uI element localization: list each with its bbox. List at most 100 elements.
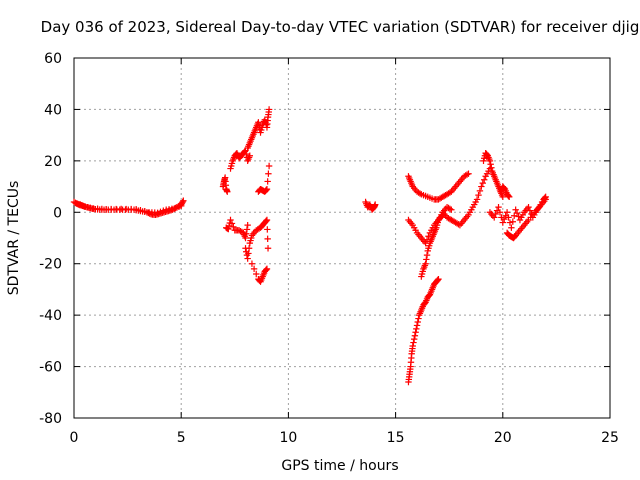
data-point — [492, 210, 499, 218]
data-point — [224, 188, 231, 195]
data-point — [246, 152, 254, 159]
data-point — [448, 206, 455, 213]
series-seg-8-mid — [255, 162, 273, 195]
x-axis-title: GPS time / hours — [281, 458, 398, 474]
x-tick-label: 10 — [279, 430, 297, 446]
series-seg-19-peak — [480, 149, 506, 201]
series-seg-8-low — [248, 260, 271, 285]
y-tick-label: -40 — [39, 308, 62, 324]
data-point — [265, 106, 273, 113]
data-point — [528, 210, 535, 218]
series-seg-14 — [362, 198, 379, 213]
data-point — [505, 192, 512, 200]
y-tick-label: 0 — [53, 205, 62, 221]
data-point — [77, 201, 84, 208]
data-point — [244, 255, 251, 262]
chart-title: Day 036 of 2023, Sidereal Day-to-day VTE… — [41, 18, 640, 36]
data-point — [243, 226, 251, 233]
data-point — [423, 256, 430, 263]
data-point — [446, 205, 454, 213]
data-point — [422, 260, 429, 267]
series-early-flat-2 — [72, 200, 185, 216]
series-seg-16-arc — [405, 170, 472, 203]
y-tick-label: 40 — [44, 102, 62, 118]
data-point — [132, 206, 140, 213]
data-point — [481, 176, 488, 183]
y-tick-label: 60 — [44, 51, 62, 67]
data-point — [423, 251, 431, 259]
axis-ticks — [73, 57, 611, 419]
data-point — [415, 315, 422, 322]
data-point — [495, 203, 502, 211]
data-point — [141, 208, 148, 215]
data-point — [263, 216, 271, 224]
data-point — [423, 236, 431, 243]
data-point — [244, 221, 251, 229]
data-point — [263, 185, 271, 193]
data-point — [225, 225, 232, 233]
data-point — [263, 266, 270, 273]
data-point — [512, 206, 519, 213]
y-axis-title: SDTVAR / TECUs — [6, 181, 22, 296]
data-point — [264, 245, 272, 252]
data-point — [412, 329, 419, 336]
series-seg-7-low — [223, 216, 251, 242]
data-point — [264, 226, 271, 233]
y-tick-label: -80 — [39, 411, 62, 427]
data-point — [248, 260, 256, 267]
data-point — [475, 191, 482, 199]
y-tick-label: -20 — [39, 257, 62, 273]
plot-frame — [73, 57, 611, 419]
data-point — [463, 171, 471, 178]
data-points — [70, 106, 549, 386]
data-point — [411, 332, 419, 339]
data-point — [263, 217, 270, 225]
data-point — [264, 178, 271, 185]
data-point — [525, 203, 532, 211]
data-point — [245, 250, 252, 257]
data-point — [180, 197, 187, 204]
data-point — [506, 219, 514, 226]
data-point — [372, 201, 379, 208]
data-point — [499, 193, 506, 201]
data-point — [505, 214, 512, 221]
data-point — [465, 170, 472, 177]
data-point — [255, 119, 262, 126]
series-seg-16-rise — [418, 211, 446, 280]
data-point — [78, 202, 86, 209]
data-point — [414, 318, 421, 326]
data-point — [243, 150, 250, 158]
data-point — [245, 245, 253, 252]
grid — [74, 58, 610, 418]
data-point — [137, 207, 144, 214]
data-point — [178, 202, 185, 210]
data-point — [422, 239, 429, 247]
data-point — [501, 215, 508, 223]
data-point — [496, 209, 504, 216]
y-tick-label: 20 — [44, 154, 62, 170]
x-tick-label: 20 — [494, 430, 512, 446]
series-seg-20-cluster — [486, 196, 549, 231]
series-seg-8-rise — [244, 106, 273, 152]
x-tick-label: 15 — [387, 430, 405, 446]
data-point — [409, 342, 416, 350]
data-point — [503, 209, 511, 216]
data-point — [506, 193, 513, 201]
data-point — [508, 224, 515, 231]
series-seg-16-v — [405, 203, 455, 247]
data-point — [542, 193, 549, 201]
data-point — [425, 233, 432, 240]
data-point — [476, 187, 484, 195]
data-point — [179, 198, 186, 206]
data-point — [265, 162, 273, 170]
series-seg-7a — [219, 174, 231, 195]
data-point — [487, 161, 494, 168]
data-point — [413, 325, 420, 333]
x-tick-label: 5 — [177, 430, 186, 446]
series-seg-18-tangle — [439, 165, 494, 229]
x-tick-label: 0 — [70, 430, 79, 446]
data-point — [230, 223, 237, 231]
series-seg-20-hang — [503, 193, 549, 242]
data-point — [513, 209, 521, 217]
